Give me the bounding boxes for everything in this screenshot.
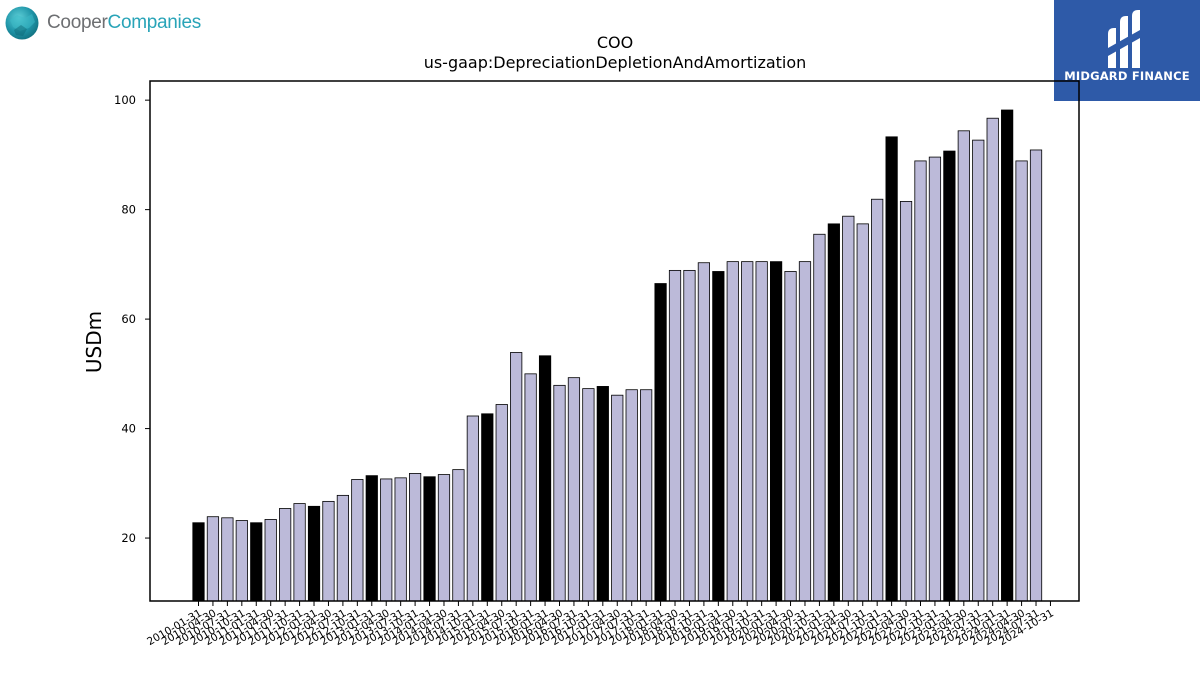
bar [928,156,942,602]
bar [365,475,378,602]
bar [394,477,407,602]
midgard-logo-icon [1108,10,1140,68]
bar [741,261,754,602]
chart-title: COO [597,33,633,52]
bar [654,283,667,602]
bar [524,373,537,602]
y-tick-label: 60 [121,312,136,326]
bar [538,355,552,602]
bar [1029,149,1043,602]
bar [755,261,768,602]
bar [481,413,494,602]
cooper-companies-logo: CooperCompanies [5,4,201,42]
bar-series [192,109,1043,602]
bar [206,516,220,602]
bar [798,261,812,602]
bar [813,233,826,602]
bar [914,160,927,602]
brand-wordmark-part-2: Companies [107,12,202,33]
brand-wordmark-part-1: Cooper [47,12,108,33]
bar [221,517,234,602]
bar [856,223,869,602]
bar [827,223,840,602]
bar [842,215,855,602]
bar [250,522,263,602]
bar [784,271,797,602]
y-tick-label: 40 [121,422,136,436]
bar [885,136,898,602]
bar [957,130,970,602]
bar [380,478,393,602]
bar [279,508,292,602]
chart-subtitle: us-gaap:DepreciationDepletionAndAmortiza… [424,53,807,72]
bar [510,352,523,602]
bar [986,117,999,602]
x-axis: 2010-01-312010-04-302010-07-312010-10-31… [145,601,1056,648]
bar [899,201,913,602]
bar [625,389,638,602]
y-tick-label: 100 [114,93,136,107]
bar [466,415,479,602]
bar [423,476,436,602]
bar [437,474,451,602]
plot-frame [149,80,1080,602]
bar [553,384,566,602]
bar [567,377,581,602]
y-tick-label: 80 [121,203,136,217]
brand-wordmark: CooperCompanies [47,12,201,34]
bar [582,388,595,602]
midgard-brand-name: MIDGARD FINANCE [1064,69,1190,83]
bar [293,503,306,602]
midgard-finance-logo: MIDGARD FINANCE [1054,0,1200,101]
bar [972,139,985,602]
bar [452,469,465,602]
bar [770,261,783,602]
bar [726,261,739,602]
globe-logo-icon [5,6,39,40]
bar [322,500,335,602]
bar [1001,109,1014,602]
bar [668,269,682,602]
bar [1015,160,1028,602]
bar [264,519,277,602]
bar [640,389,653,602]
bar [596,386,609,602]
y-tick-label: 20 [121,531,136,545]
bar [307,505,321,602]
bar [697,262,711,602]
bar [408,473,422,602]
bar [336,494,350,602]
bar [192,522,205,602]
bar [871,198,884,602]
y-axis-label: USDm [82,311,106,373]
y-axis: 20 40 60 80 100 [114,93,150,545]
bar [235,520,248,602]
bar [712,271,725,602]
bar [943,150,956,602]
bar [683,269,696,602]
bar [495,404,508,602]
bar [611,394,624,602]
bar [351,479,364,602]
